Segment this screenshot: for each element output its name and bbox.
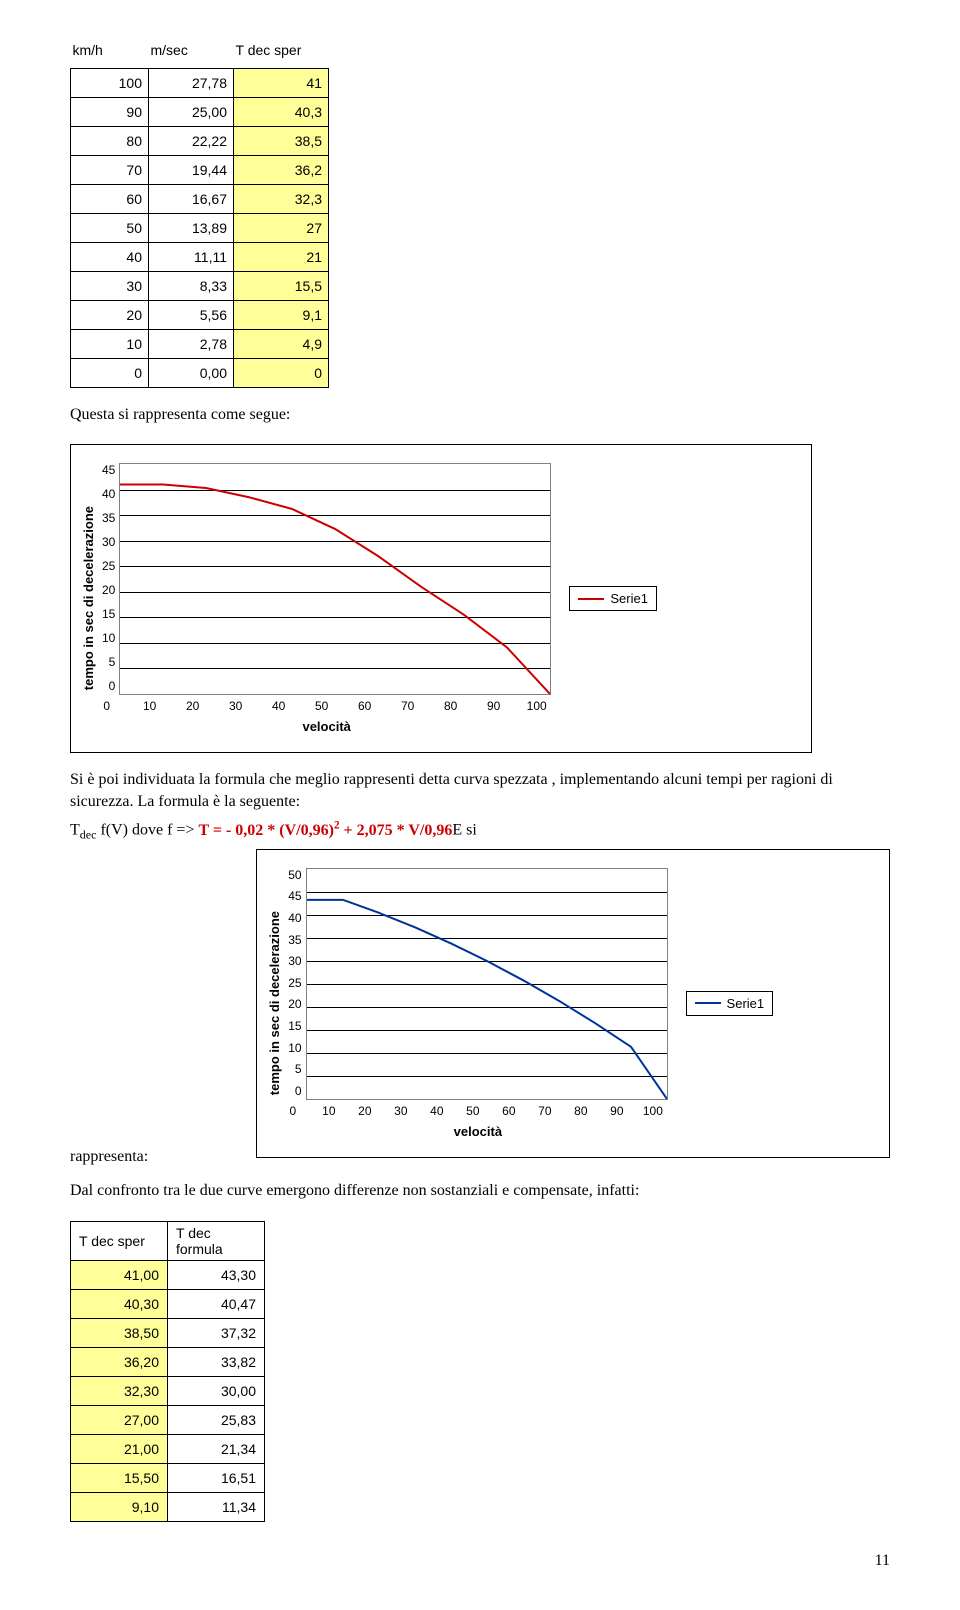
chart2-legend: Serie1	[686, 991, 774, 1016]
table-row: 27,00	[71, 1406, 168, 1435]
table-row: 36,20	[71, 1348, 168, 1377]
table-row: 15,50	[71, 1464, 168, 1493]
chart1-ylabel: tempo in sec di decelerazione	[81, 506, 96, 690]
col-header-tdecform: T decformula	[168, 1222, 265, 1261]
table-row: 9,10	[71, 1493, 168, 1522]
table-row: 90	[71, 98, 149, 127]
chart1-yticks: 454035302520151050	[102, 463, 119, 693]
formula-intro: Si è poi individuata la formula che megl…	[70, 769, 890, 812]
table-row: 0	[71, 359, 149, 388]
deceleration-table: km/h m/sec T dec sper 10027,78419025,004…	[70, 40, 329, 388]
page-number: 11	[70, 1552, 890, 1570]
col-header-tdec: T dec sper	[234, 40, 329, 69]
chart2-legend-label: Serie1	[727, 996, 765, 1011]
rappresenta-label: rappresenta:	[70, 1146, 148, 1168]
table-row: 40,30	[71, 1290, 168, 1319]
table-row: 70	[71, 156, 149, 185]
chart2-xticks: 0102030405060708090100	[283, 1104, 663, 1118]
table-row: 38,50	[71, 1319, 168, 1348]
table-row: 21,00	[71, 1435, 168, 1464]
table-row: 20	[71, 301, 149, 330]
table-row: 100	[71, 69, 149, 98]
table-row: 32,30	[71, 1377, 168, 1406]
table-row: 30	[71, 272, 149, 301]
table-row: 40	[71, 243, 149, 272]
chart-2: tempo in sec di decelerazione 5045403530…	[256, 849, 890, 1158]
chart1-legend-line	[578, 598, 604, 600]
col-header-tdecsper: T dec sper	[71, 1222, 168, 1261]
chart2-yticks: 50454035302520151050	[288, 868, 305, 1098]
chart2-legend-line	[695, 1002, 721, 1004]
chart1-xlabel: velocità	[302, 719, 350, 734]
chart1-plot	[119, 463, 551, 695]
table-row: 41,00	[71, 1261, 168, 1290]
table-row: 50	[71, 214, 149, 243]
chart1-legend: Serie1	[569, 586, 657, 611]
formula-line: Tdec f(V) dove f => T = - 0,02 * (V/0,96…	[70, 818, 890, 843]
chart-1: tempo in sec di decelerazione 4540353025…	[70, 444, 812, 753]
table-row: 60	[71, 185, 149, 214]
comparison-table: T dec sper T decformula 41,0043,3040,304…	[70, 1221, 265, 1522]
chart1-legend-label: Serie1	[610, 591, 648, 606]
chart1-xticks: 0102030405060708090100	[97, 699, 547, 713]
chart2-ylabel: tempo in sec di decelerazione	[267, 911, 282, 1095]
col-header-kmh: km/h	[71, 40, 149, 69]
chart2-plot	[306, 868, 668, 1100]
col-header-msec: m/sec	[149, 40, 234, 69]
table-row: 80	[71, 127, 149, 156]
intro-text: Questa si rappresenta come segue:	[70, 406, 890, 424]
table-row: 10	[71, 330, 149, 359]
chart2-xlabel: velocità	[454, 1124, 502, 1139]
comparison-text: Dal confronto tra le due curve emergono …	[70, 1180, 890, 1202]
